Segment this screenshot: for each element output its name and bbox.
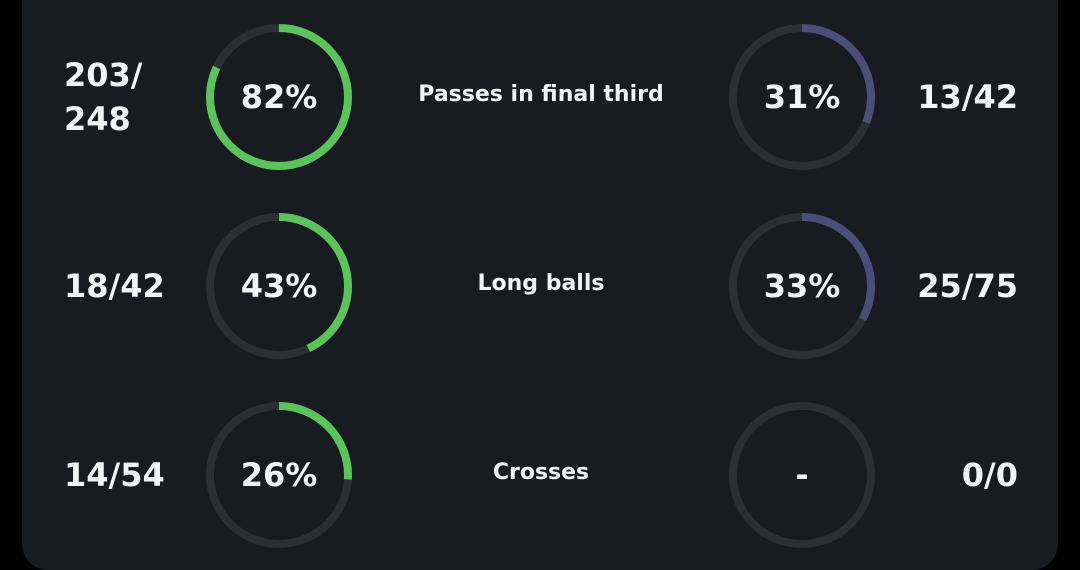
stat-row-long-balls: 18/42 43% Long balls 33% 25/75: [0, 211, 1080, 361]
home-ring: 82%: [204, 22, 354, 172]
away-value: 0/0: [961, 456, 1018, 494]
away-ring-graphic: [729, 24, 875, 170]
home-percentage: 26%: [240, 456, 318, 494]
home-value: 203/ 248: [64, 56, 143, 138]
stat-row-passes-final-third: 203/ 248 82% Passes in final third 31% 1…: [0, 22, 1080, 172]
home-value: 18/42: [64, 267, 165, 305]
away-percentage: -: [795, 456, 809, 494]
away-value: 13/42: [917, 78, 1018, 116]
away-ring: -: [727, 400, 877, 550]
stat-label: Long balls: [477, 271, 605, 296]
home-percentage: 82%: [240, 78, 318, 116]
home-value: 14/54: [64, 456, 165, 494]
away-ring: 33%: [727, 211, 877, 361]
home-ring-arc: [206, 213, 352, 359]
away-value: 25/75: [917, 267, 1018, 305]
away-ring-arc: [729, 24, 875, 170]
away-ring-arc: [729, 213, 875, 359]
home-ring-graphic: [206, 24, 352, 170]
stats-card: [22, 0, 1058, 570]
away-percentage: 33%: [763, 267, 841, 305]
stat-label: Passes in final third: [418, 82, 664, 107]
home-ring-arc: [206, 24, 352, 170]
stat-row-crosses: 14/54 26% Crosses - 0/0: [0, 400, 1080, 550]
away-ring: 31%: [727, 22, 877, 172]
home-ring: 43%: [204, 211, 354, 361]
away-percentage: 31%: [763, 78, 841, 116]
home-ring-graphic: [206, 213, 352, 359]
home-percentage: 43%: [240, 267, 318, 305]
stat-label: Crosses: [492, 460, 590, 485]
home-ring: 26%: [204, 400, 354, 550]
home-ring-arc: [206, 402, 352, 548]
away-ring-graphic: [729, 213, 875, 359]
